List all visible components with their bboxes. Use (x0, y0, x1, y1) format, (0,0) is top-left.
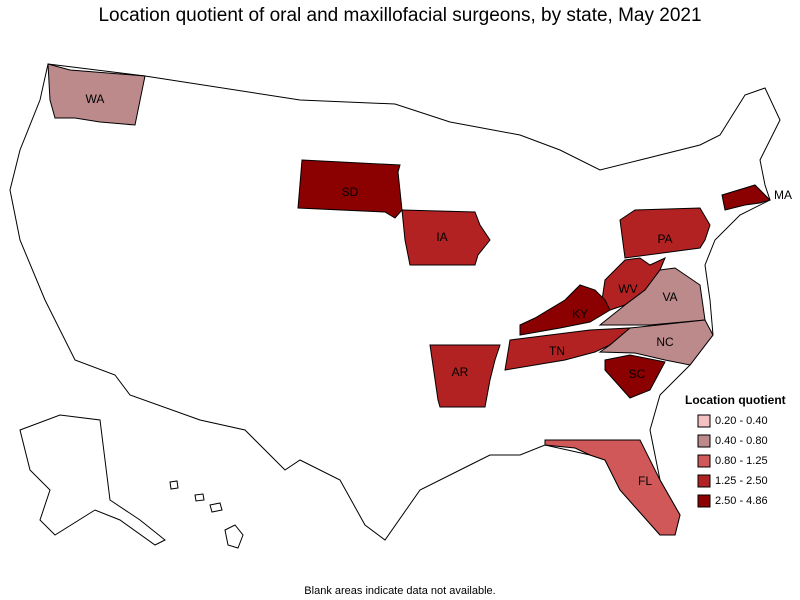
legend-label: 2.50 - 4.86 (715, 495, 768, 507)
legend: Location quotient 0.20 - 0.40 0.40 - 0.80… (685, 393, 786, 508)
state-shape (604, 354, 666, 399)
states (47, 63, 771, 536)
legend-swatch (697, 414, 711, 428)
state-shape (721, 184, 771, 211)
state-shape (47, 63, 146, 126)
note: Blank areas indicate data not available. (304, 585, 495, 597)
state-shape (619, 207, 711, 259)
state-label: IA (436, 230, 447, 244)
state-label: WA (86, 92, 105, 106)
legend-label: 1.25 - 2.50 (715, 475, 768, 487)
state-label: TN (549, 344, 565, 358)
state-label: VA (662, 290, 677, 304)
state-shape (504, 327, 632, 371)
hawaii (169, 480, 244, 549)
state-label: KY (572, 307, 588, 321)
legend-label: 0.80 - 1.25 (715, 455, 768, 467)
state-shape (429, 344, 501, 408)
state-label: AR (452, 365, 469, 379)
state-shape (598, 267, 706, 326)
state-shape (544, 439, 681, 536)
state-label: WV (618, 282, 637, 296)
state-label: MA (774, 188, 792, 202)
state-shape (519, 284, 611, 336)
state-label: FL (638, 474, 652, 488)
state-label: SC (629, 367, 646, 381)
legend-swatch (697, 494, 711, 508)
title: Location quotient of oral and maxillofac… (98, 5, 701, 26)
legend-swatch (697, 454, 711, 468)
legend-swatch (697, 434, 711, 448)
alaska (19, 414, 166, 546)
state-label: NC (656, 335, 674, 349)
legend-label: 0.20 - 0.40 (715, 415, 768, 427)
state-shape (297, 159, 403, 219)
legend-title: Location quotient (685, 393, 786, 407)
state-label: PA (657, 232, 672, 246)
state-label: SD (342, 185, 359, 199)
base-map (9, 63, 781, 549)
legend-label: 0.40 - 0.80 (715, 435, 768, 447)
state-shape (401, 209, 491, 266)
state-labels: WA SD IA AR PA WV KY TN VA NC SC FL MA (86, 92, 792, 488)
legend-swatch (697, 474, 711, 488)
state-shape (598, 319, 714, 366)
